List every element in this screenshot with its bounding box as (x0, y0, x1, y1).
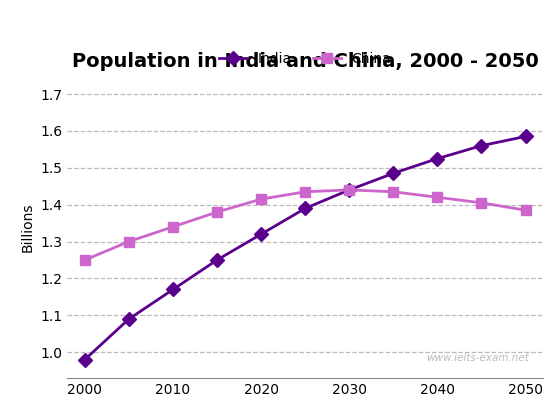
India (346, 187, 353, 192)
Line: India: India (80, 131, 530, 365)
India (478, 143, 485, 148)
India (81, 357, 88, 362)
China (214, 210, 221, 215)
India (390, 171, 396, 176)
China (522, 207, 529, 213)
China (434, 195, 441, 200)
India (302, 206, 309, 211)
China (170, 224, 176, 229)
India (522, 134, 529, 139)
China (478, 200, 485, 205)
India (214, 257, 221, 262)
China (390, 189, 396, 194)
India (434, 156, 441, 161)
Legend: India, China: India, China (219, 52, 391, 66)
China (302, 189, 309, 194)
Line: China: China (80, 185, 530, 265)
China (125, 239, 132, 244)
China (81, 257, 88, 262)
India (170, 287, 176, 292)
Y-axis label: Billions: Billions (21, 202, 35, 252)
Title: Population in India and China, 2000 - 2050: Population in India and China, 2000 - 20… (72, 52, 539, 71)
Text: www.ielts-exam.net: www.ielts-exam.net (426, 353, 529, 363)
India (125, 317, 132, 322)
China (346, 187, 353, 192)
India (258, 232, 264, 237)
China (258, 197, 264, 202)
